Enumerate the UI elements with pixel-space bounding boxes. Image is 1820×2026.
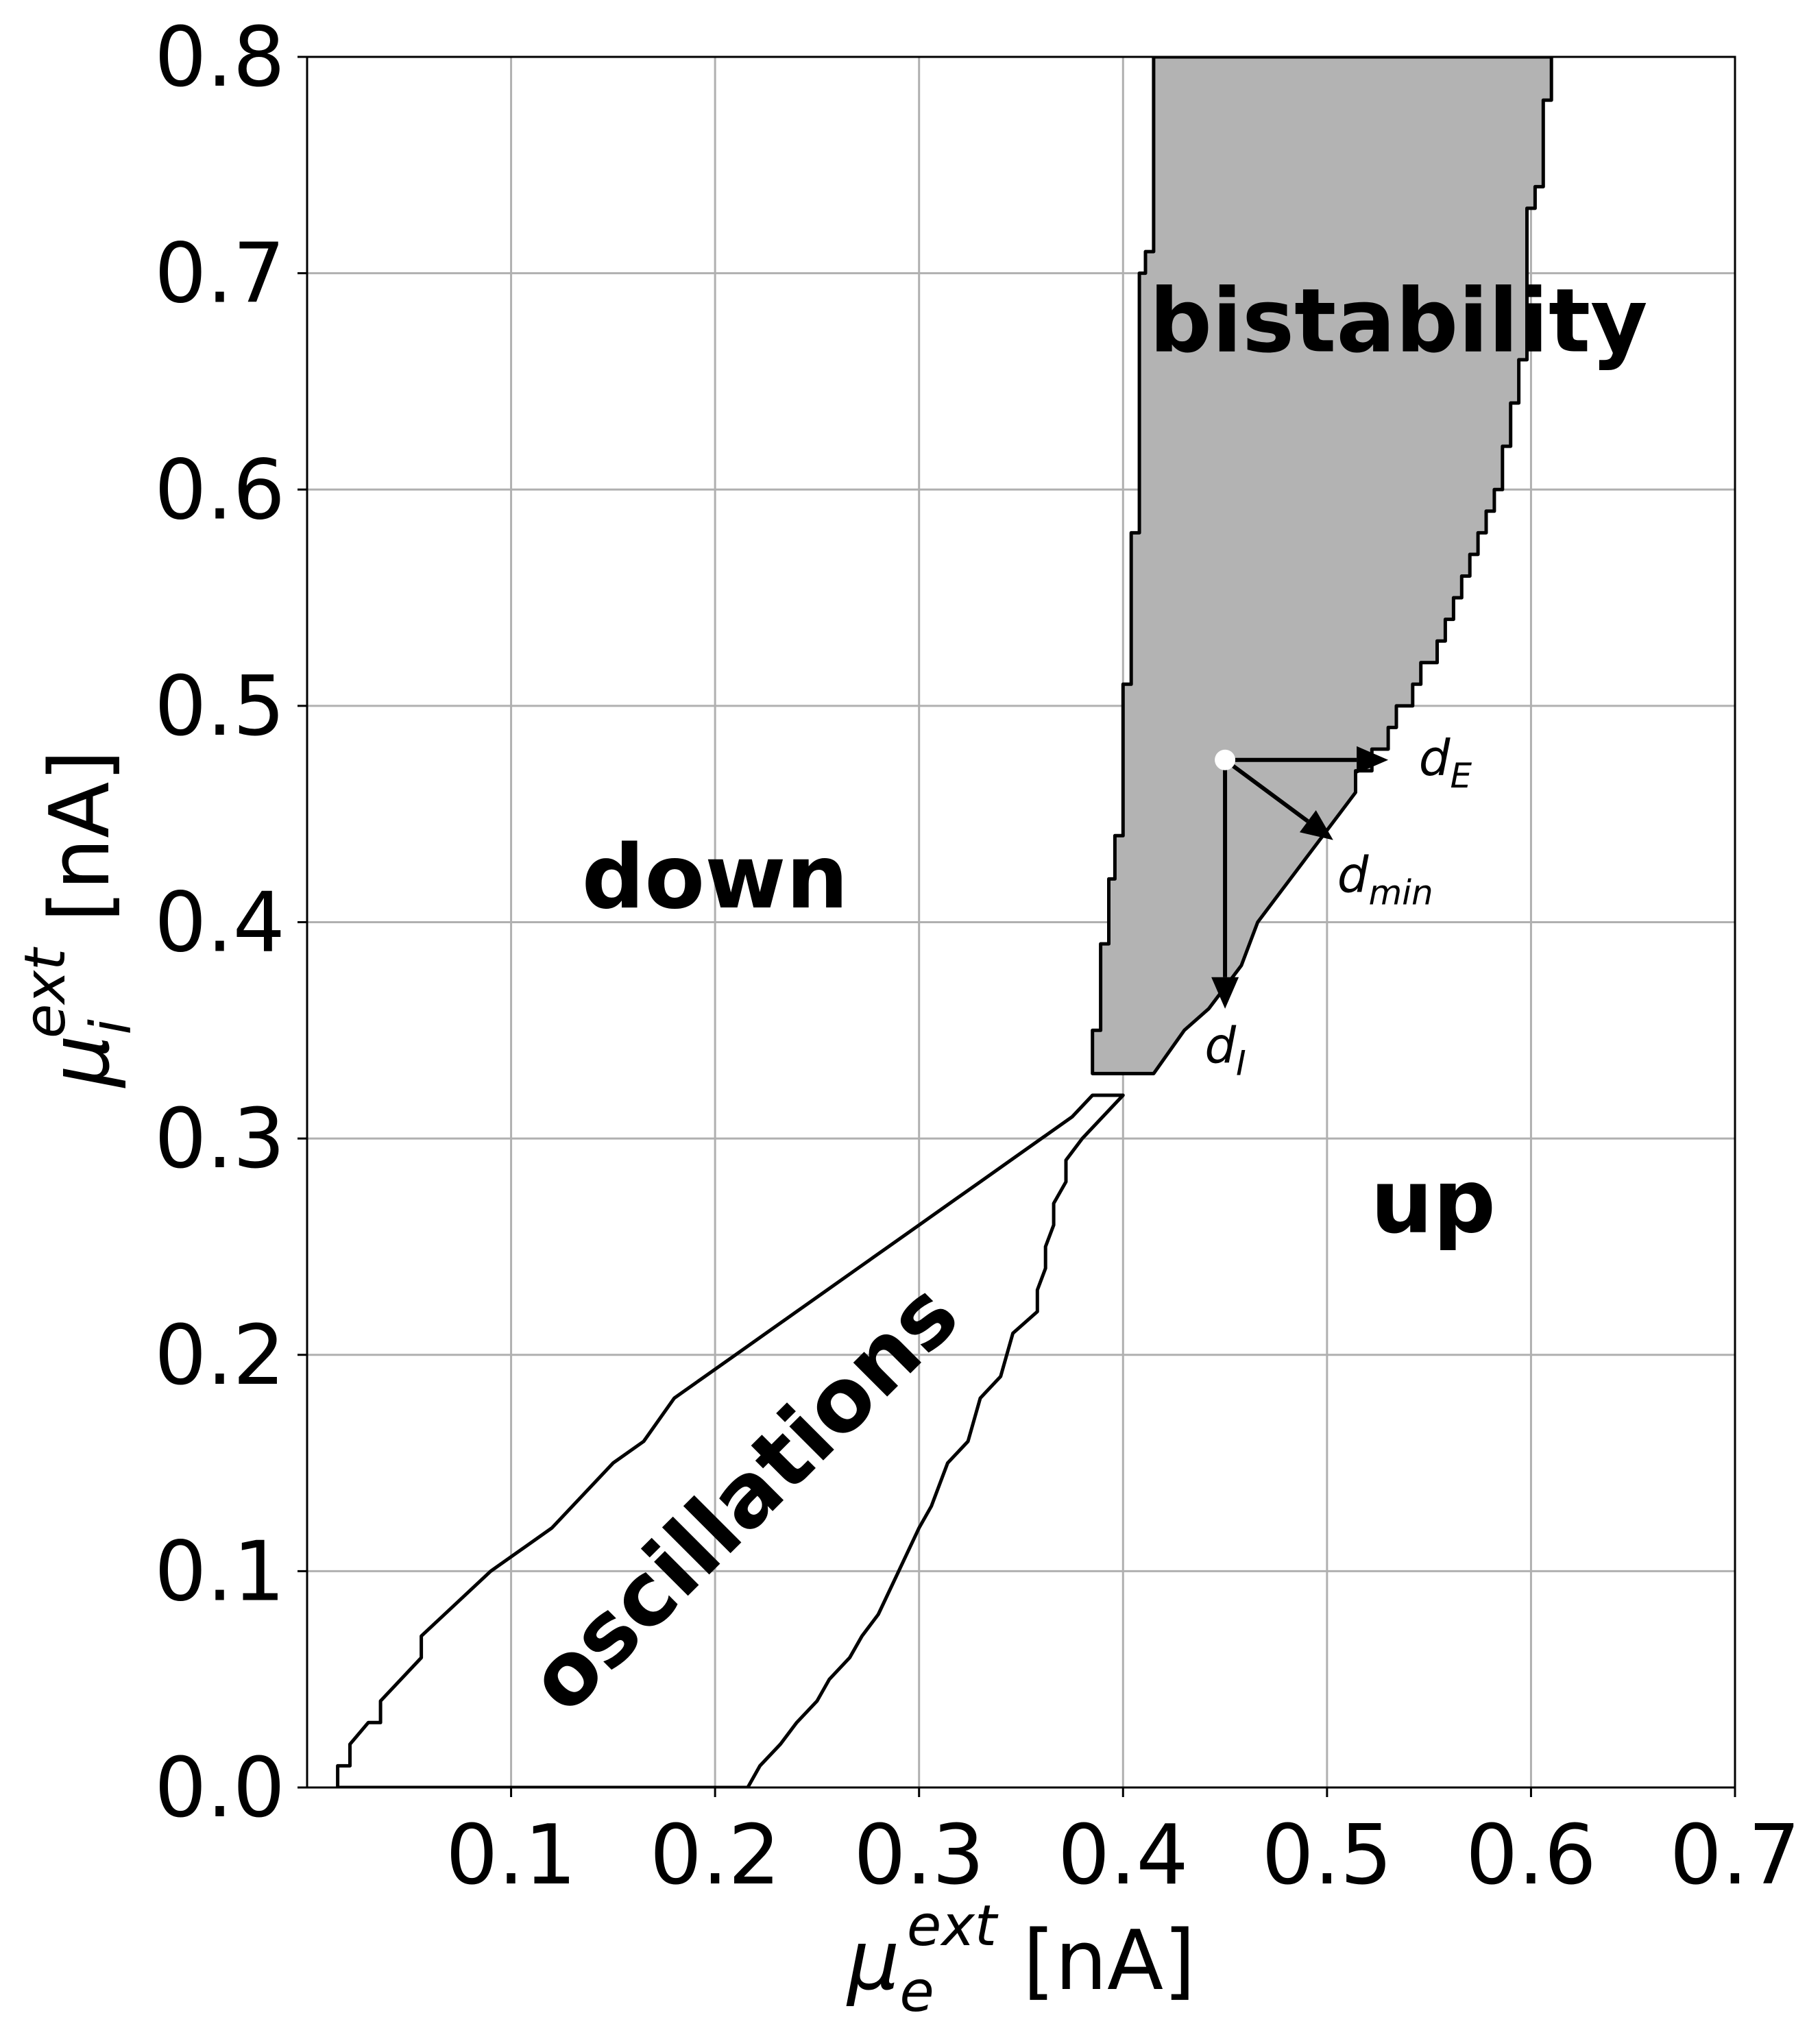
y-tick-label: 0.5	[154, 659, 285, 755]
y-tick-label: 0.4	[154, 876, 285, 971]
vector-label-main: d	[1419, 729, 1451, 787]
x-axis-symbol: μ	[846, 1914, 899, 2009]
x-tick-label: 0.3	[853, 1808, 984, 1903]
y-axis-unit: [nA]	[33, 750, 128, 949]
vector-label-sub: I	[1236, 1044, 1246, 1084]
vector-label-sub: min	[1368, 872, 1433, 912]
vector-label-main: d	[1337, 846, 1370, 903]
vector-dI-head	[1211, 977, 1239, 1009]
x-tick-label: 0.5	[1261, 1808, 1392, 1903]
vector-dI-label: dI	[1204, 1017, 1246, 1084]
x-tick-label: 0.6	[1466, 1808, 1597, 1903]
x-axis-sub: e	[899, 1960, 934, 2025]
x-axis-sup: ext	[907, 1894, 999, 1959]
x-axis-unit: [nA]	[997, 1914, 1196, 2009]
label-up: up	[1370, 1151, 1496, 1253]
label-bistability: bistability	[1149, 271, 1647, 373]
x-axis-label: μeext [nA]	[846, 1894, 1196, 2025]
x-axis-ticks: 0.1 0.2 0.3 0.4 0.5 0.6 0.7	[446, 1787, 1800, 1903]
y-axis-ticks: 0.0 0.1 0.2 0.3 0.4 0.5 0.6 0.7 0.8	[154, 10, 307, 1836]
vector-dE-label: dE	[1419, 729, 1472, 796]
vector-label-main: d	[1204, 1017, 1237, 1075]
x-tick-label: 0.7	[1670, 1808, 1801, 1903]
x-tick-label: 0.1	[446, 1808, 577, 1903]
y-tick-label: 0.2	[154, 1308, 285, 1404]
region-oscillations	[336, 1093, 1125, 1787]
x-tick-label: 0.2	[650, 1808, 781, 1903]
y-axis-sup: ext	[13, 947, 78, 1038]
label-down: down	[582, 827, 849, 929]
vector-dmin-shaft	[1224, 758, 1309, 823]
x-tick-label: 0.4	[1058, 1808, 1189, 1903]
y-axis-label: μiext [nA]	[13, 750, 144, 1088]
vector-dmin-label: dmin	[1337, 846, 1433, 912]
phase-regions	[336, 57, 1553, 1787]
y-tick-label: 0.3	[154, 1092, 285, 1187]
y-tick-label: 0.6	[154, 443, 285, 538]
y-axis-sub: i	[79, 1019, 144, 1035]
y-tick-label: 0.8	[154, 10, 285, 106]
reference-point	[1215, 749, 1236, 770]
vector-dE-head	[1357, 746, 1389, 774]
region-bistability	[1091, 57, 1553, 1075]
vector-label-sub: E	[1450, 756, 1472, 796]
vector-dmin-head	[1299, 810, 1333, 840]
y-tick-label: 0.0	[154, 1741, 285, 1836]
y-tick-label: 0.7	[154, 227, 285, 322]
y-axis-symbol: μ	[33, 1035, 128, 1088]
y-tick-label: 0.1	[154, 1524, 285, 1620]
